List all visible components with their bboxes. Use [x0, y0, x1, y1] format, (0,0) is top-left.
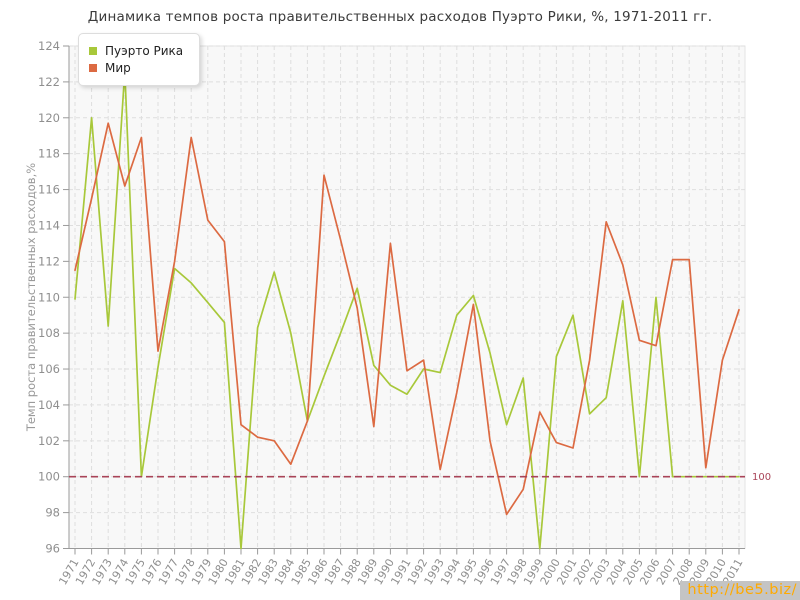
legend-item-puerto-rico: Пуэрто Рика — [89, 44, 183, 58]
watermark-link[interactable]: http://be5.biz/ — [680, 581, 800, 600]
series-line-0 — [74, 70, 740, 550]
y-tick-label: 122 — [38, 75, 60, 89]
y-tick-label: 120 — [38, 111, 60, 125]
y-tick-label: 100 — [38, 470, 60, 484]
y-tick-label: 112 — [38, 254, 60, 268]
legend: Пуэрто Рика Мир — [78, 33, 201, 86]
y-tick-label: 98 — [45, 506, 60, 520]
reference-line-label: 100 — [752, 472, 771, 483]
series-line-1 — [74, 122, 740, 516]
series-swatch-puerto-rico-icon — [89, 47, 97, 55]
series-swatch-world-icon — [89, 64, 97, 72]
y-tick-label: 106 — [38, 362, 60, 376]
y-tick-label: 114 — [38, 218, 60, 232]
y-tick-label: 124 — [38, 39, 60, 53]
y-tick-label: 102 — [38, 434, 60, 448]
y-tick-label: 108 — [38, 326, 60, 340]
y-axis-title: Темп роста правительственных расходов,% — [24, 162, 38, 432]
legend-item-world: Мир — [89, 61, 183, 75]
legend-label: Пуэрто Рика — [105, 44, 184, 58]
y-tick-label: 110 — [38, 290, 60, 304]
legend-label: Мир — [105, 61, 131, 75]
chart-title: Динамика темпов роста правительственных … — [87, 9, 713, 25]
y-tick-label: 96 — [45, 542, 60, 556]
y-tick-label: 118 — [38, 147, 60, 161]
y-tick-label: 116 — [38, 183, 60, 197]
y-tick-label: 104 — [38, 398, 60, 412]
